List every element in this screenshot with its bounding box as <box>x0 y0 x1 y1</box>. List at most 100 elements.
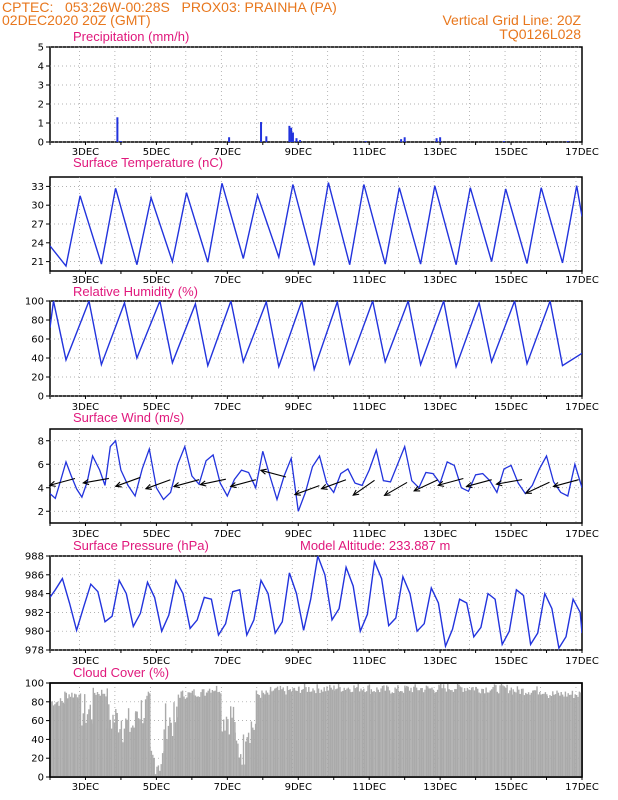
wind-arrow-head <box>114 481 122 488</box>
wind-arrow <box>200 478 226 486</box>
wind-arrow <box>294 485 320 496</box>
cloud-bar <box>410 687 412 777</box>
y-tick-label: 33 <box>31 182 44 193</box>
cloud-bar <box>152 754 154 777</box>
cloud-bar <box>386 685 388 777</box>
cloud-bar <box>479 693 482 777</box>
cloud-bar <box>84 694 86 777</box>
x-tick-label: 15DEC <box>494 275 528 286</box>
wind-arrow-head <box>524 488 532 494</box>
x-tick-label: 13DEC <box>423 782 457 793</box>
wind-arrow-head <box>229 482 237 489</box>
cloud-bar <box>218 691 221 777</box>
cloud-bar <box>507 693 510 777</box>
cloud-bar <box>153 758 155 777</box>
pressure-line <box>50 556 582 650</box>
cloud-bar <box>365 691 368 777</box>
cloud-bar <box>309 691 311 777</box>
y-tick-label: 30 <box>31 201 44 212</box>
precip-bar <box>403 137 406 142</box>
cloud-bar <box>529 694 531 777</box>
cloud-bar <box>120 740 123 777</box>
y-tick-label: 0 <box>38 773 44 784</box>
cloud-bar <box>513 691 516 777</box>
cloud-bar <box>455 689 457 777</box>
humidity-line <box>50 301 582 373</box>
cloud-bar <box>553 694 555 777</box>
cloud-bar <box>227 719 229 777</box>
cloud-bar <box>105 696 107 777</box>
cloud-bar <box>247 732 250 777</box>
cloud-bar <box>133 727 135 777</box>
cloud-bar <box>167 725 170 777</box>
cloud-bar <box>127 708 130 777</box>
cloud-bar <box>106 728 109 777</box>
y-tick-label: 2 <box>38 507 44 518</box>
cloud-bar <box>499 685 501 777</box>
wind-arrow-head <box>259 468 267 475</box>
x-tick-label: 11DEC <box>352 275 386 286</box>
cloud-bar <box>72 697 74 777</box>
cloud-bar <box>310 691 313 777</box>
wind-arrow-head <box>465 482 473 489</box>
cloud-bar <box>305 687 307 777</box>
cloud-bar <box>383 685 385 777</box>
cloud-bar <box>470 687 473 777</box>
x-tick-label: 3DEC <box>72 275 99 286</box>
x-tick-label: 9DEC <box>285 275 312 286</box>
cloud-bar <box>428 688 430 777</box>
x-tick-label: 3DEC <box>72 529 99 540</box>
cloud-bar <box>125 718 127 777</box>
cloud-bar <box>566 696 568 777</box>
panel-frame <box>49 555 583 651</box>
cloud-bar <box>458 684 460 777</box>
x-tick-label: 11DEC <box>352 782 386 793</box>
cloud-bar <box>395 688 398 777</box>
cloud-bar <box>173 702 175 777</box>
cloud-bar <box>259 697 262 777</box>
cloud-bar <box>115 709 117 777</box>
cloud-bar <box>79 693 82 777</box>
cloud-bar <box>262 692 265 777</box>
x-tick-label: 5DEC <box>143 275 170 286</box>
cloud-bar <box>157 765 160 777</box>
x-tick-label: 9DEC <box>285 147 312 158</box>
cloud-bar <box>544 692 547 777</box>
cloud-bar <box>485 687 487 777</box>
cloud-bar <box>210 692 212 777</box>
cloud-bar <box>447 684 449 777</box>
cloud-bar <box>407 686 409 777</box>
cloud-bar <box>377 689 379 777</box>
cloud-bar <box>420 688 422 777</box>
cloud-bar <box>315 693 317 777</box>
x-tick-label: 11DEC <box>352 402 386 413</box>
cloud-bar <box>509 690 511 777</box>
cloud-bar <box>319 693 321 777</box>
cloud-bar <box>394 687 396 777</box>
x-tick-label: 17DEC <box>565 529 599 540</box>
y-tick-label: 978 <box>25 646 44 657</box>
cloud-bar <box>283 691 286 777</box>
cloud-bar <box>340 691 343 777</box>
cloud-bar <box>489 690 491 777</box>
cloud-bar <box>533 690 535 777</box>
header-date: 02DEC2020 20Z (GMT) <box>2 12 151 28</box>
cloud-bar <box>264 694 266 777</box>
wind-arrow <box>83 477 110 484</box>
x-tick-label: 13DEC <box>423 275 457 286</box>
cloud-bar <box>299 692 302 777</box>
panel-title: Precipitation (mm/h) <box>73 29 189 44</box>
y-tick-label: 3 <box>38 81 44 92</box>
wind-arrow <box>553 479 579 487</box>
x-tick-label: 17DEC <box>565 656 599 667</box>
cloud-bar <box>488 692 490 777</box>
cloud-bar <box>459 686 462 777</box>
x-tick-label: 11DEC <box>352 656 386 667</box>
panel-frame <box>49 428 583 524</box>
cloud-bar <box>331 689 334 777</box>
x-tick-label: 7DEC <box>214 782 241 793</box>
y-tick-label: 60 <box>31 716 44 727</box>
cloud-bar <box>204 695 206 777</box>
cloud-bar <box>415 687 418 777</box>
